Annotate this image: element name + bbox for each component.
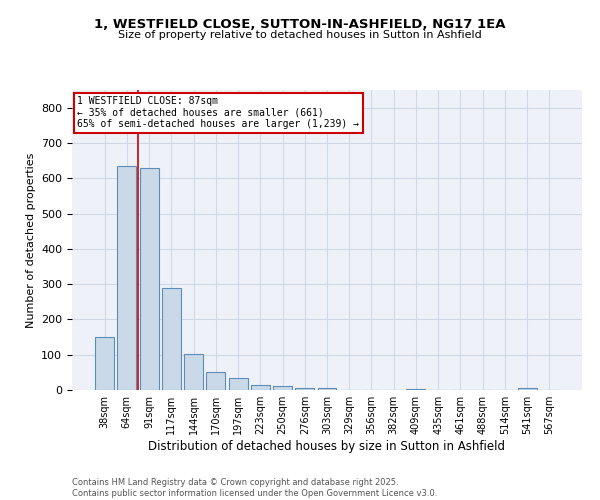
Bar: [251, 386, 270, 390]
Bar: [518, 388, 536, 390]
Bar: [95, 337, 114, 390]
Text: 1, WESTFIELD CLOSE, SUTTON-IN-ASHFIELD, NG17 1EA: 1, WESTFIELD CLOSE, SUTTON-IN-ASHFIELD, …: [94, 18, 506, 30]
Bar: [406, 389, 425, 390]
Bar: [162, 288, 181, 390]
Bar: [273, 386, 292, 390]
Text: Size of property relative to detached houses in Sutton in Ashfield: Size of property relative to detached ho…: [118, 30, 482, 40]
Bar: [184, 354, 203, 390]
X-axis label: Distribution of detached houses by size in Sutton in Ashfield: Distribution of detached houses by size …: [149, 440, 505, 453]
Bar: [295, 388, 314, 390]
Bar: [118, 166, 136, 390]
Bar: [140, 168, 158, 390]
Text: Contains HM Land Registry data © Crown copyright and database right 2025.
Contai: Contains HM Land Registry data © Crown c…: [72, 478, 437, 498]
Bar: [206, 372, 225, 390]
Text: 1 WESTFIELD CLOSE: 87sqm
← 35% of detached houses are smaller (661)
65% of semi-: 1 WESTFIELD CLOSE: 87sqm ← 35% of detach…: [77, 96, 359, 129]
Bar: [317, 388, 337, 390]
Y-axis label: Number of detached properties: Number of detached properties: [26, 152, 35, 328]
Bar: [229, 378, 248, 390]
